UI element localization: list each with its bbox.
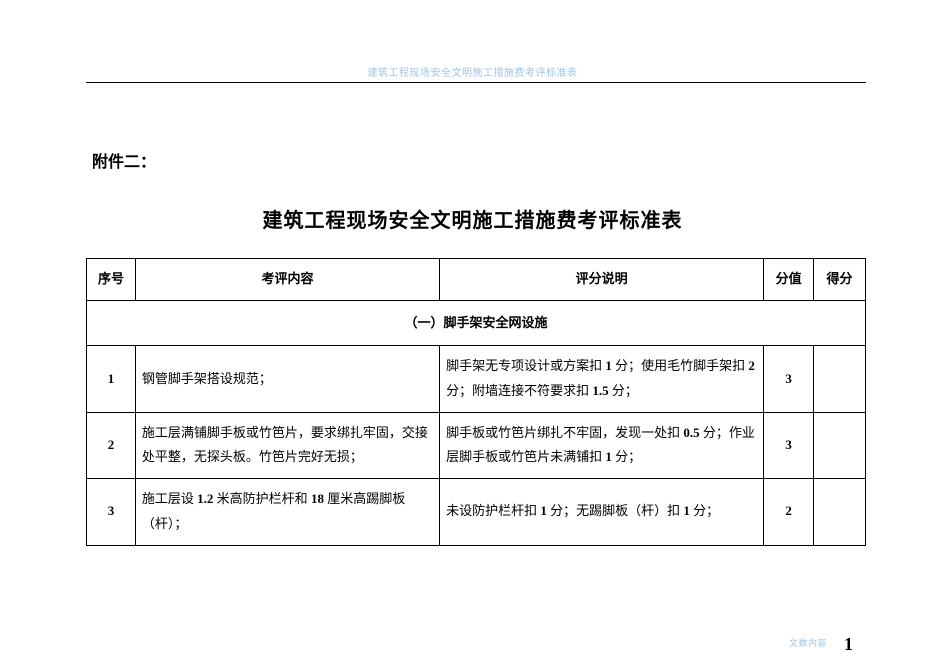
cell-seq: 3: [87, 479, 135, 544]
table-row: 1 钢管脚手架搭设规范； 脚手架无专项设计或方案扣 1 分；使用毛竹脚手架扣 2…: [87, 345, 865, 411]
cell-content: 钢管脚手架搭设规范；: [135, 346, 439, 411]
cell-score: 3: [763, 346, 813, 411]
col-score: 分值: [763, 259, 813, 300]
cell-got: [813, 479, 865, 544]
cell-score: 2: [763, 479, 813, 544]
cell-score: 3: [763, 413, 813, 478]
page-root: 建筑工程现场安全文明施工措施费考评标准表 附件二： 建筑工程现场安全文明施工措施…: [0, 0, 945, 669]
col-got: 得分: [813, 259, 865, 300]
header-rule: [86, 82, 866, 83]
header-small-text: 建筑工程现场安全文明施工措施费考评标准表: [368, 64, 578, 79]
cell-seq: 1: [87, 346, 135, 411]
cell-got: [813, 413, 865, 478]
table-row: 2 施工层满铺脚手板或竹笆片，要求绑扎牢固，交接处平整，无探头板。竹笆片完好无损…: [87, 412, 865, 478]
note-text: 脚手架无专项设计或方案扣 1 分；使用毛竹脚手架扣 2 分；附墙连接不符要求扣 …: [446, 354, 757, 403]
cell-note: 脚手架无专项设计或方案扣 1 分；使用毛竹脚手架扣 2 分；附墙连接不符要求扣 …: [439, 346, 763, 411]
footer-small-text: 文数内容: [789, 636, 827, 649]
page-number: 1: [844, 634, 853, 655]
cell-got: [813, 346, 865, 411]
attachment-label: 附件二：: [92, 148, 156, 172]
cell-seq: 2: [87, 413, 135, 478]
page-title: 建筑工程现场安全文明施工措施费考评标准表: [263, 204, 683, 233]
note-text: 未设防护栏杆扣 1 分；无踢脚板（杆）扣 1 分；: [446, 499, 719, 524]
section-row: （一）脚手架安全网设施: [87, 300, 865, 346]
cell-content: 施工层满铺脚手板或竹笆片，要求绑扎牢固，交接处平整，无探头板。竹笆片完好无损；: [135, 413, 439, 478]
table-header-row: 序号 考评内容 评分说明 分值 得分: [87, 259, 865, 300]
cell-note: 脚手板或竹笆片绑扎不牢固，发现一处扣 0.5 分；作业层脚手板或竹笆片未满铺扣 …: [439, 413, 763, 478]
cell-note: 未设防护栏杆扣 1 分；无踢脚板（杆）扣 1 分；: [439, 479, 763, 544]
col-content: 考评内容: [135, 259, 439, 300]
col-note: 评分说明: [439, 259, 763, 300]
note-text: 脚手板或竹笆片绑扎不牢固，发现一处扣 0.5 分；作业层脚手板或竹笆片未满铺扣 …: [446, 421, 757, 470]
evaluation-table: 序号 考评内容 评分说明 分值 得分 （一）脚手架安全网设施 1 钢管脚手架搭设…: [86, 258, 866, 546]
table-row: 3 施工层设 1.2 米高防护栏杆和 18 厘米高踢脚板（杆）； 未设防护栏杆扣…: [87, 478, 865, 544]
section-title: （一）脚手架安全网设施: [87, 301, 865, 346]
cell-content: 施工层设 1.2 米高防护栏杆和 18 厘米高踢脚板（杆）；: [135, 479, 439, 544]
content-text: 施工层设 1.2 米高防护栏杆和 18 厘米高踢脚板（杆）；: [142, 487, 433, 536]
col-seq: 序号: [87, 259, 135, 300]
